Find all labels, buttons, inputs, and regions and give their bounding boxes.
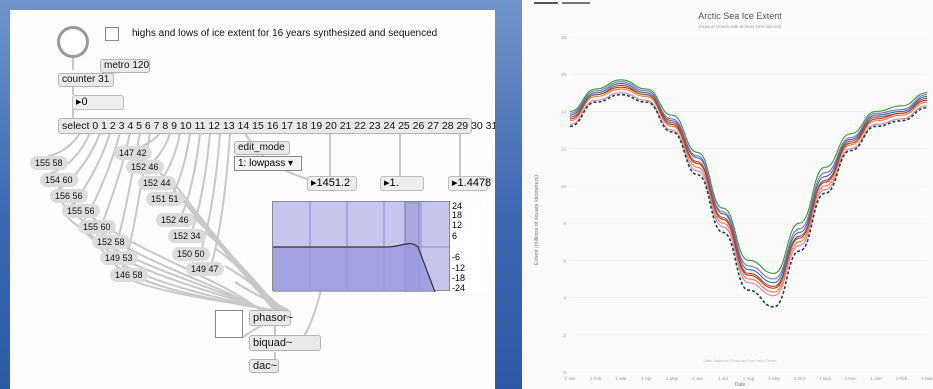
metro-toggle[interactable] xyxy=(105,27,119,41)
message-box[interactable]: 152 58 xyxy=(92,235,130,249)
dac-object[interactable]: dac~ xyxy=(249,359,279,373)
scale-label: 12 xyxy=(452,220,463,230)
max-patch-window: highs and lows of ice extent for 16 year… xyxy=(10,10,495,389)
scale-label: -24 xyxy=(452,283,466,293)
x-tick-label: 1 Nov xyxy=(819,376,832,381)
y-tick-label: 8 xyxy=(563,221,566,226)
dsp-toggle[interactable] xyxy=(215,310,243,338)
y-tick-label: 12 xyxy=(561,147,567,152)
message-box[interactable]: 149 47 xyxy=(186,262,224,276)
message-box[interactable]: 155 60 xyxy=(78,220,116,234)
series-line xyxy=(569,79,928,274)
scale-label: 24 xyxy=(452,201,463,211)
series-line xyxy=(569,93,928,308)
gain-value: 1. xyxy=(389,177,399,189)
edit-mode-dropdown[interactable]: 1: lowpass ▾ xyxy=(234,156,302,171)
message-box[interactable]: 149 53 xyxy=(100,251,138,265)
chart-series xyxy=(569,79,928,308)
x-tick-label: 1 Feb xyxy=(896,376,908,381)
y-tick-label: 18 xyxy=(561,35,567,40)
filter-gain-scale: 24 18 12 6 -6 -12 -18 -24 xyxy=(450,201,486,293)
message-box[interactable]: 152 46 xyxy=(126,160,164,174)
edit-mode-label: edit_mode xyxy=(234,141,290,155)
y-tick-label: 10 xyxy=(561,184,567,189)
patch-comment: highs and lows of ice extent for 16 year… xyxy=(132,28,438,39)
counter-number-box[interactable]: ▸0 xyxy=(72,95,124,110)
x-tick-label: 1 Aug xyxy=(743,376,755,381)
sea-ice-chart: Arctic Sea Ice Extent (Area of Ocean wit… xyxy=(534,11,933,388)
counter-number-value: 0 xyxy=(81,96,88,108)
filter-curve xyxy=(273,202,451,292)
x-tick-label: 1 May xyxy=(666,376,679,381)
scale-label: -12 xyxy=(452,263,466,273)
x-tick-label: 1 Mar xyxy=(921,376,933,381)
y-tick-label: 4 xyxy=(563,296,566,301)
bang-button[interactable] xyxy=(57,26,89,58)
series-line xyxy=(569,81,928,280)
message-box[interactable]: 155 58 xyxy=(30,156,68,170)
message-box[interactable]: 152 44 xyxy=(138,176,176,190)
message-box[interactable]: 152 34 xyxy=(168,229,206,243)
biquad-object[interactable]: biquad~ xyxy=(249,335,321,351)
scale-label: -6 xyxy=(452,252,461,262)
y-tick-label: 14 xyxy=(561,109,567,114)
message-box[interactable]: 156 56 xyxy=(50,189,88,203)
edit-mode-value: 1: lowpass xyxy=(238,158,286,169)
tab-indicator xyxy=(562,2,590,4)
message-box[interactable]: 147 42 xyxy=(114,146,152,160)
select-object[interactable]: select 0 1 2 3 4 5 6 7 8 9 10 11 12 13 1… xyxy=(58,118,495,134)
x-tick-label: 1 Mar xyxy=(615,376,627,381)
message-box[interactable]: 154 60 xyxy=(40,173,78,187)
scale-label: -18 xyxy=(452,273,466,283)
y-tick-label: 0 xyxy=(563,370,566,375)
x-tick-label: 1 Jul xyxy=(718,376,728,381)
x-tick-label: 1 Feb xyxy=(590,376,602,381)
message-box[interactable]: 155 56 xyxy=(62,204,100,218)
message-box[interactable]: 146 58 xyxy=(110,268,148,282)
series-line xyxy=(569,84,928,287)
series-line xyxy=(569,82,928,284)
scale-label: 18 xyxy=(452,210,463,220)
x-tick-label: 1 Oct xyxy=(794,376,806,381)
tab-indicator xyxy=(534,2,558,4)
series-line xyxy=(569,88,928,293)
x-tick-label: 1 Dec xyxy=(845,376,858,381)
y-tick-label: 16 xyxy=(561,72,567,77)
x-tick-label: 1 Jan xyxy=(564,376,576,381)
chart-grid xyxy=(570,36,927,373)
counter-object[interactable]: counter 31 xyxy=(58,73,114,87)
x-tick-label: 1 Apr xyxy=(641,376,652,381)
series-line xyxy=(569,92,928,297)
metro-object[interactable]: metro 120 xyxy=(100,59,150,73)
chart-title: Arctic Sea Ice Extent xyxy=(698,11,782,21)
y-axis-label: Extent (millions of square kilometers) xyxy=(534,175,540,265)
x-tick-label: 1 Jan xyxy=(870,376,882,381)
y-tick-label: 6 xyxy=(563,258,566,263)
x-axis-label: Date xyxy=(735,382,746,388)
q-number-box[interactable]: ▸1.4478 xyxy=(448,176,491,191)
message-box[interactable]: 151 51 xyxy=(146,192,184,206)
chevron-down-icon: ▾ xyxy=(288,158,294,169)
message-box[interactable]: 150 50 xyxy=(172,247,210,261)
x-tick-label: 1 Sep xyxy=(768,376,780,381)
scale-label: 6 xyxy=(452,231,458,241)
chart-panel: Arctic Sea Ice Extent (Area of Ocean wit… xyxy=(522,0,933,389)
q-value: 1.4478 xyxy=(457,177,492,189)
message-box[interactable]: 152 46 xyxy=(156,213,194,227)
filtergraph-display[interactable] xyxy=(272,201,451,292)
y-tick-label: 2 xyxy=(563,333,566,338)
y-tick-labels: 0 2 4 6 8 10 12 14 16 18 xyxy=(561,35,567,375)
x-tick-labels: 1 Jan 1 Feb 1 Mar 1 Apr 1 May 1 Jun 1 Jul 1 Aug… xyxy=(564,376,933,381)
phasor-object[interactable]: phasor~ xyxy=(249,310,293,326)
x-tick-label: 1 Jun xyxy=(692,376,704,381)
chart-subtitle: (Area of Ocean with at least 15% sea ice… xyxy=(699,24,782,29)
chart-footer: Data: National Snow and Ice Data Center xyxy=(703,358,777,363)
gain-number-box[interactable]: ▸1. xyxy=(380,176,424,191)
frequency-value: 1451.2 xyxy=(316,177,351,189)
series-line xyxy=(569,86,928,289)
frequency-number-box[interactable]: ▸1451.2 xyxy=(307,176,357,191)
